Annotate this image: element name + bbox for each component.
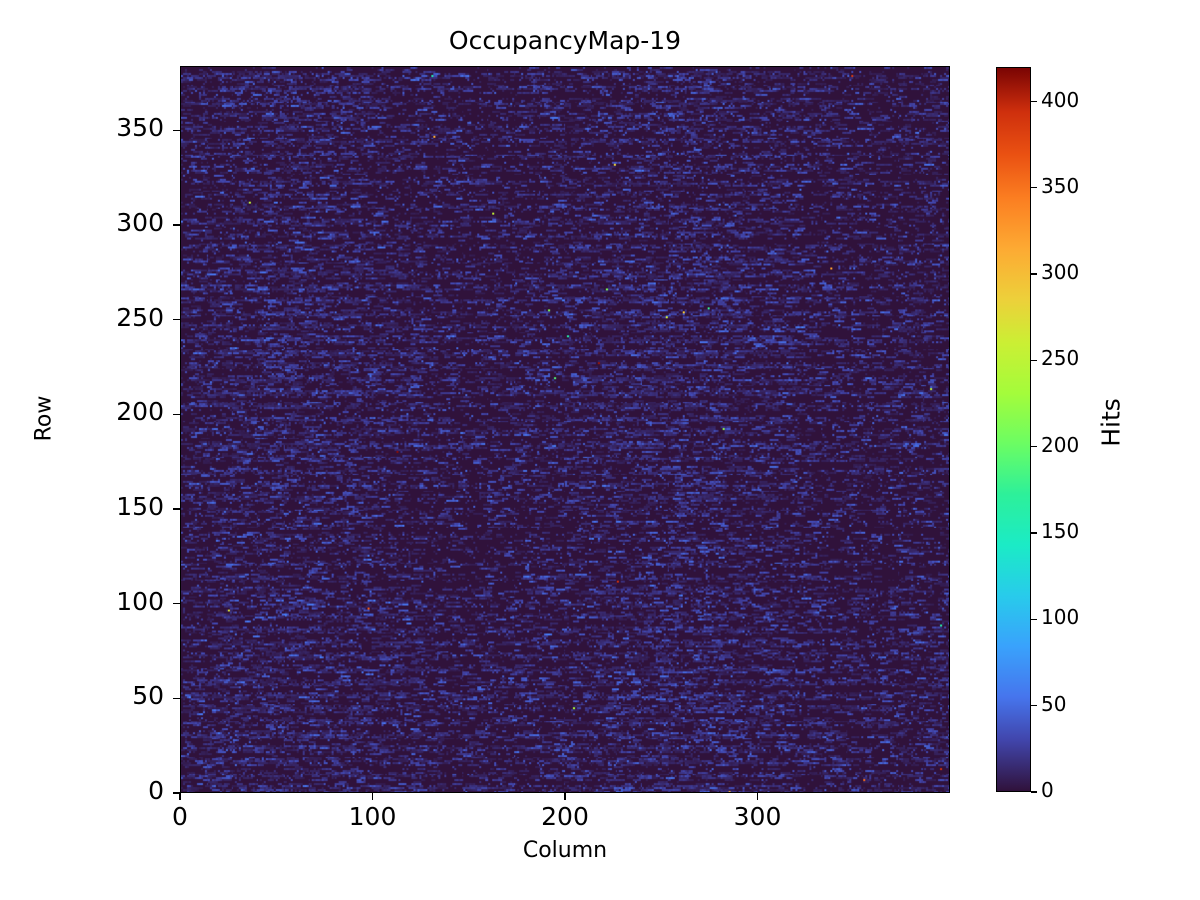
x-tick-0 [179,793,181,800]
colorbar-tick-400 [1031,100,1037,103]
y-tick-label-100: 100 [116,586,164,616]
colorbar-tick-150 [1031,532,1037,534]
colorbar-tick-label-150: 150 [1041,519,1080,544]
colorbar-tick-300 [1031,273,1037,275]
colorbar-tick-label-200: 200 [1041,432,1080,457]
colorbar-label: Hits [1096,398,1126,447]
x-tick-100 [371,793,374,800]
chart-title: OccupancyMap-19 [448,26,682,55]
x-tick-label-200: 200 [541,802,589,831]
x-tick-label-300: 300 [733,802,782,831]
x-axis-label: Column [522,838,608,863]
heatmap-axes[interactable] [180,66,950,793]
colorbar-tick-350 [1031,187,1037,189]
colorbar-tick-label-350: 350 [1041,173,1080,198]
y-tick-label-50: 50 [132,681,164,711]
colorbar-tick-250 [1031,359,1037,362]
y-tick-label-150: 150 [116,492,164,522]
colorbar-tick-200 [1031,446,1037,448]
colorbar-tick-label-250: 250 [1041,346,1080,371]
y-tick-350 [173,129,180,132]
x-tick-200 [564,793,566,800]
y-tick-label-200: 200 [116,397,164,427]
x-tick-300 [756,793,759,800]
colorbar-tick-label-0: 0 [1041,778,1054,802]
y-tick-300 [173,224,180,226]
x-tick-label-100: 100 [348,802,397,831]
colorbar-tick-50 [1031,705,1037,707]
y-axis-label: Row [31,395,57,442]
y-tick-label-350: 350 [116,113,164,143]
y-tick-label-0: 0 [148,776,164,805]
y-tick-label-300: 300 [116,208,164,238]
y-tick-label-250: 250 [116,302,164,332]
occupancy-heatmap-image[interactable] [181,67,949,792]
colorbar-gradient [997,68,1030,791]
y-tick-250 [173,318,180,321]
colorbar-tick-100 [1031,618,1037,621]
y-tick-150 [173,508,180,510]
colorbar-tick-label-300: 300 [1041,260,1080,285]
colorbar-tick-label-50: 50 [1041,691,1067,716]
x-tick-label-0: 0 [172,802,188,831]
colorbar[interactable] [996,67,1031,792]
y-tick-100 [173,602,180,605]
y-tick-50 [173,697,180,700]
colorbar-tick-label-400: 400 [1041,87,1080,112]
y-tick-0 [173,792,180,794]
colorbar-tick-label-100: 100 [1041,605,1080,630]
colorbar-tick-0 [1031,791,1037,793]
y-tick-200 [173,413,180,416]
